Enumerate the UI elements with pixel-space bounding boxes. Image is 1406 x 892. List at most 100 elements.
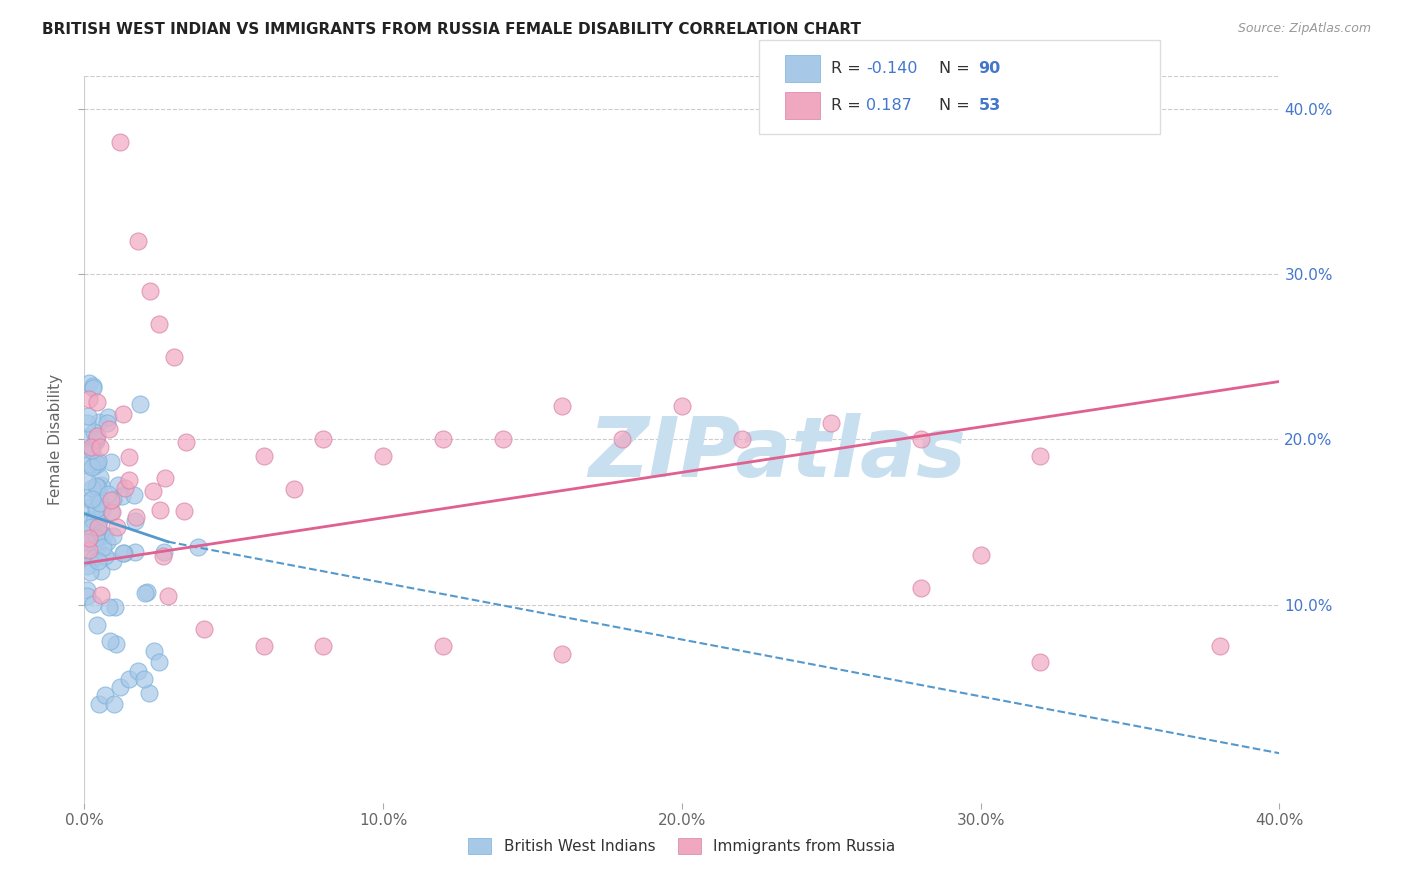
Point <box>105 520 128 534</box>
Text: 53: 53 <box>979 98 1001 113</box>
Point <box>432 639 454 653</box>
Point <box>148 656 170 670</box>
Point <box>110 135 132 149</box>
Point <box>253 639 276 653</box>
Point <box>105 637 128 651</box>
Point <box>80 440 103 454</box>
Point <box>87 514 110 528</box>
Point <box>91 503 114 517</box>
Point <box>76 430 98 444</box>
Point <box>253 449 276 463</box>
Point <box>82 381 104 395</box>
Point <box>163 350 186 364</box>
Point <box>76 535 98 549</box>
Point <box>1209 639 1232 653</box>
Point <box>373 449 395 463</box>
Point <box>101 529 124 543</box>
Point <box>111 546 134 560</box>
Point <box>87 554 110 568</box>
Point <box>101 491 124 506</box>
Point <box>76 416 98 430</box>
Point <box>76 590 98 604</box>
Point <box>193 623 215 637</box>
Point <box>100 505 122 519</box>
Point <box>97 409 120 424</box>
Point <box>103 697 125 711</box>
Point <box>83 551 105 566</box>
Point <box>84 479 107 493</box>
Point <box>118 672 141 686</box>
Point <box>79 534 101 549</box>
Point <box>124 545 146 559</box>
Point <box>86 502 108 516</box>
Point <box>89 496 111 510</box>
Text: 0.187: 0.187 <box>866 98 912 113</box>
Point <box>87 454 110 468</box>
Point <box>112 407 135 421</box>
Point <box>76 443 98 458</box>
Point <box>125 510 148 524</box>
Point <box>82 597 104 611</box>
Point <box>132 672 156 686</box>
Point <box>90 564 112 578</box>
Point <box>89 440 111 454</box>
Point <box>149 502 172 516</box>
Point <box>93 528 115 542</box>
Point <box>152 549 174 564</box>
Point <box>80 520 103 534</box>
Point <box>86 489 108 503</box>
Point <box>97 422 120 436</box>
Point <box>79 548 101 562</box>
Point <box>118 450 141 464</box>
Point <box>98 634 121 648</box>
Point <box>173 504 195 518</box>
Point <box>80 493 103 508</box>
Point <box>820 416 842 430</box>
Point <box>87 480 110 494</box>
Point <box>127 664 149 678</box>
Point <box>86 455 108 469</box>
Point <box>80 460 103 475</box>
Point <box>129 397 152 411</box>
Text: BRITISH WEST INDIAN VS IMMIGRANTS FROM RUSSIA FEMALE DISABILITY CORRELATION CHAR: BRITISH WEST INDIAN VS IMMIGRANTS FROM R… <box>42 22 862 37</box>
Point <box>551 399 574 413</box>
Point <box>98 600 121 615</box>
Point <box>100 455 122 469</box>
Point <box>84 432 107 446</box>
Point <box>118 473 141 487</box>
Text: 90: 90 <box>979 61 1001 76</box>
Text: -0.140: -0.140 <box>866 61 918 76</box>
Point <box>87 531 110 545</box>
Point <box>86 394 108 409</box>
Point <box>142 483 165 498</box>
Point <box>114 481 136 495</box>
Point <box>127 234 149 248</box>
Point <box>283 482 305 496</box>
Point <box>76 527 98 541</box>
Point <box>492 432 515 446</box>
Point <box>89 697 111 711</box>
Point <box>174 435 197 450</box>
Point <box>77 409 100 423</box>
Point <box>551 647 574 661</box>
Point <box>107 478 129 492</box>
Point <box>143 644 166 658</box>
Point <box>1029 449 1052 463</box>
Point <box>103 554 125 568</box>
Point <box>86 617 108 632</box>
Point <box>910 581 932 595</box>
Point <box>79 542 101 557</box>
Point <box>80 511 103 525</box>
Point <box>100 492 122 507</box>
Point <box>312 432 335 446</box>
Point <box>1029 656 1052 670</box>
Point <box>84 502 107 516</box>
Point <box>148 317 170 331</box>
Point <box>83 459 105 474</box>
Text: ZIPatlas: ZIPatlas <box>589 413 966 494</box>
Point <box>89 469 111 483</box>
Point <box>612 432 634 446</box>
Point <box>80 442 103 457</box>
Point <box>84 532 107 546</box>
Text: R =: R = <box>831 61 866 76</box>
